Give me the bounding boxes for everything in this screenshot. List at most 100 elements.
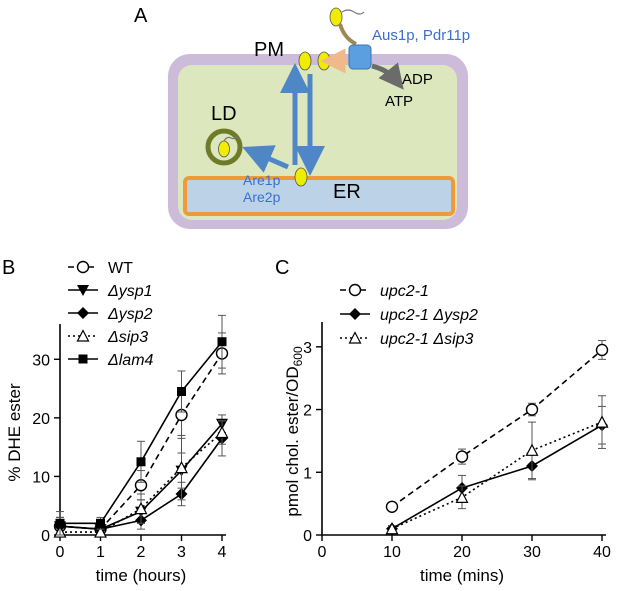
panel-c-data-point <box>525 443 539 456</box>
panel-b-legend-label: Δysp2 <box>107 306 153 323</box>
adp-label: ADP <box>402 71 433 88</box>
panel-c-legend-marker <box>348 283 362 297</box>
panel-c-series-line <box>391 424 603 530</box>
panel-c-legend-item-upc2-1: upc2-1 <box>340 283 429 300</box>
sterol-pm-1 <box>298 51 312 71</box>
er-label: ER <box>333 181 361 203</box>
are2p-label: Are2p <box>243 189 281 205</box>
panel-b-legend-item-delta-lam4: Δlam4 <box>68 352 154 369</box>
panel-b-legend-marker <box>77 285 89 296</box>
panel-c-legend-item-upc2-1-delta-ysp2: upc2-1 Δysp2 <box>340 307 478 324</box>
panel-b-x-tick-label: 1 <box>96 544 105 561</box>
panel-c-series-upc2-1-delta-sip3 <box>385 395 609 535</box>
panel-c-x-tick-label: 20 <box>453 544 471 561</box>
panel-b-series-line <box>60 431 223 533</box>
panel-b-y-tick-label: 30 <box>32 352 50 369</box>
panel-c-legend-label: upc2-1 Δysp2 <box>380 307 478 324</box>
panel-b-letter: B <box>2 257 15 279</box>
panel-c-x-tick-label: 30 <box>523 544 541 561</box>
panel-c-y-axis-label-subscript: 600 <box>291 346 305 366</box>
panel-b-legend-label: Δysp1 <box>107 283 153 300</box>
panel-b-x-tick-label: 0 <box>56 544 65 561</box>
panel-b-data-point <box>136 457 146 467</box>
panel-b-x-axis-label: time (hours) <box>96 566 187 585</box>
panel-c-x-tick-label: 40 <box>593 544 611 561</box>
sterol-tail <box>341 9 365 15</box>
panel-a-letter: A <box>134 5 148 27</box>
lipid-droplet <box>205 128 243 166</box>
panel-b-legend-marker <box>76 260 90 274</box>
panel-c-series-line <box>391 421 603 530</box>
sterol-pm-2 <box>317 51 331 71</box>
panel-c-y-tick-label: 2 <box>303 403 312 420</box>
chart-c: 0 10 20 30 40 0 1 2 3 time (mins) pmol chol. ester… <box>283 283 611 585</box>
panel-c-y-tick-label: 3 <box>303 340 312 357</box>
panel-b-legend-marker <box>76 329 90 342</box>
transporter <box>348 44 372 70</box>
panel-c-series-line <box>391 349 603 508</box>
panel-c-x-axis-label: time (mins) <box>420 566 504 585</box>
panel-b-legend-item-delta-sip3: Δsip3 <box>68 329 148 346</box>
er-membrane <box>183 176 455 216</box>
panel-c-x-tick-label: 0 <box>318 544 327 561</box>
panel-b-x-tick-label: 3 <box>177 544 186 561</box>
uptake-arc <box>338 23 357 46</box>
panel-c-y-axis-label: pmol chol. ester/OD600 <box>283 346 305 517</box>
er-to-ld-arrow <box>242 145 290 173</box>
panel-a-diagram: A PM LD ER Aus1p, Pdr11p ADP ATP Are1p A… <box>134 5 470 229</box>
sterol-er <box>294 167 308 187</box>
panel-c-data-point <box>385 521 399 535</box>
panel-b-data-point <box>55 518 65 528</box>
panel-b-series-delta-lam4 <box>55 314 227 536</box>
panel-b-legend-label: Δsip3 <box>107 329 148 346</box>
panel-c-y-tick-label: 1 <box>303 465 312 482</box>
panel-c-data-point <box>455 450 469 463</box>
atp-hydrolysis-arrow <box>371 62 404 90</box>
panel-b-legend-item-delta-ysp1: Δysp1 <box>68 283 153 300</box>
panel-b-data-point <box>94 525 107 538</box>
pm-label: PM <box>254 39 284 61</box>
panel-c-legend-marker <box>349 308 361 320</box>
panel-b-data-point <box>175 460 188 474</box>
panel-b-legend-item-wt: WT <box>68 260 133 277</box>
panel-b-y-tick-label: 0 <box>41 528 50 545</box>
panel-c-data-point <box>455 490 469 503</box>
panel-c-series-upc2-1 <box>385 340 609 513</box>
panel-b-y-tick-label: 20 <box>32 411 50 428</box>
panel-c-legend-label: upc2-1 <box>380 283 429 300</box>
chart-b: 0 1 2 3 4 0 10 20 30 time (hours) % DHE ester WT Δys… <box>5 260 229 585</box>
panel-c-legend-label: upc2-1 Δsip3 <box>380 331 474 348</box>
panel-c-data-point <box>595 415 609 428</box>
panel-c-series-upc2-1-delta-ysp2 <box>386 405 608 535</box>
ld-label: LD <box>211 103 237 125</box>
panel-c-legend-item-upc2-1-delta-sip3: upc2-1 Δsip3 <box>340 331 474 348</box>
sterol-ester-in-ld <box>218 140 230 158</box>
panel-b-legend-marker <box>78 354 88 364</box>
panel-c-data-point <box>385 500 399 513</box>
panel-b-x-tick-label: 2 <box>137 544 146 561</box>
panel-b-series-delta-sip3 <box>53 420 229 538</box>
panel-c-y-tick-label: 0 <box>303 528 312 545</box>
panel-b-data-point <box>177 387 186 396</box>
panel-b-legend-marker <box>77 307 89 319</box>
panel-c-x-tick-label: 10 <box>383 544 401 561</box>
panel-c-letter: C <box>275 257 289 279</box>
are1p-label: Are1p <box>243 172 281 188</box>
panel-b-data-point <box>134 501 148 515</box>
transporter-label: Aus1p, Pdr11p <box>372 27 470 44</box>
panel-b-x-tick-label: 4 <box>218 544 227 561</box>
atp-label: ATP <box>385 93 413 110</box>
panel-c-data-point <box>525 403 539 416</box>
panel-b-y-axis-label: % DHE ester <box>5 383 24 482</box>
panel-b-data-point <box>217 337 227 347</box>
ester-tail <box>223 135 238 142</box>
panel-b-data-point <box>215 425 229 439</box>
panel-b-legend-item-delta-ysp2: Δysp2 <box>68 306 153 323</box>
panel-b-data-point <box>96 518 105 528</box>
panel-b-legend-label: WT <box>108 260 133 277</box>
sterol-extracellular <box>329 7 343 27</box>
panel-c-legend-marker <box>348 331 362 344</box>
panel-b-legend-label: Δlam4 <box>107 352 154 369</box>
